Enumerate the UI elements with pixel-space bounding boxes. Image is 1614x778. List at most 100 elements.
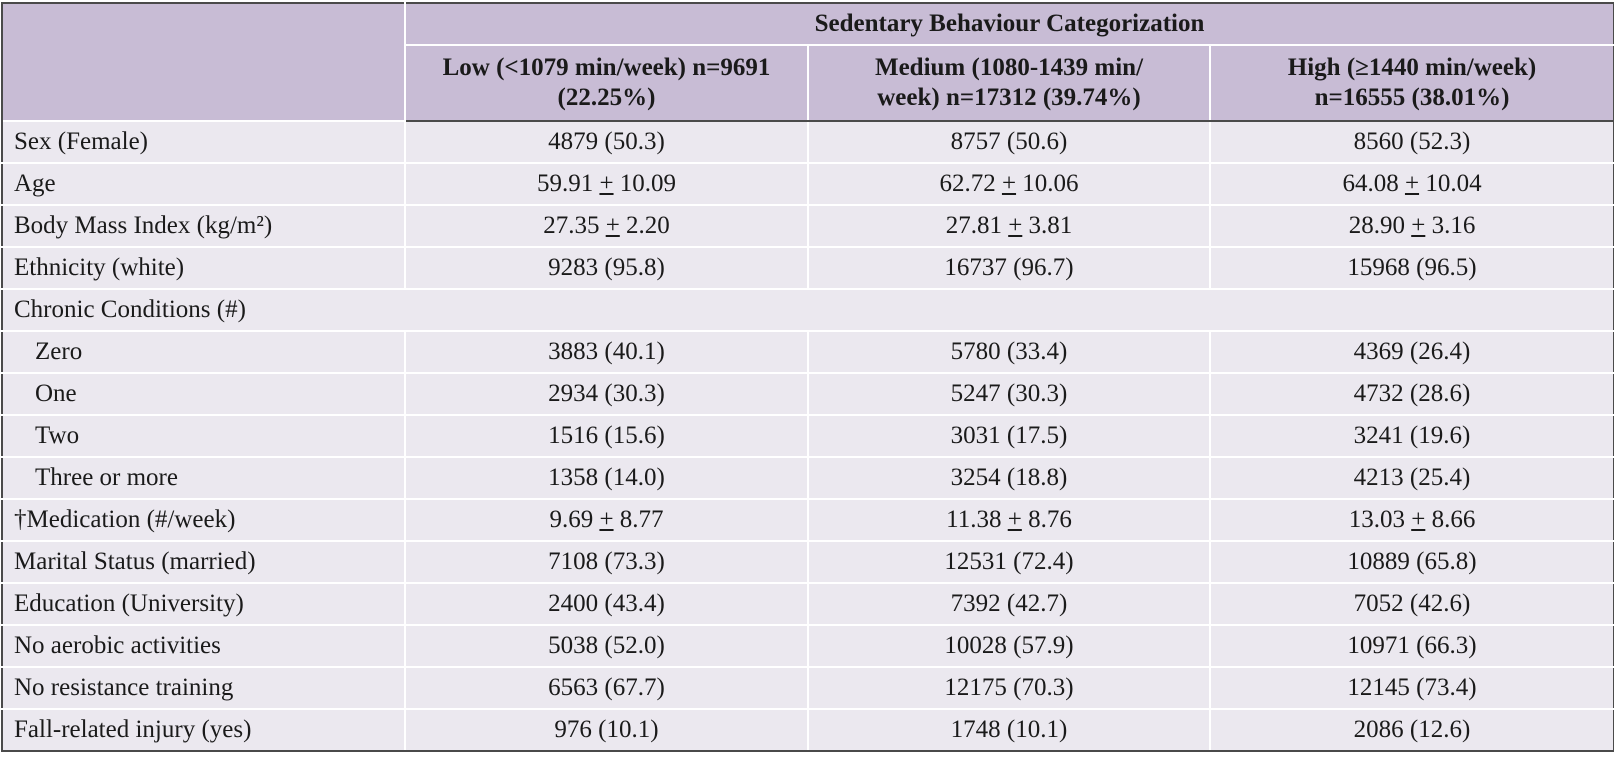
plus-minus-symbol: + <box>1008 212 1023 239</box>
row-label: Age <box>1 162 406 206</box>
cell-medium: 11.38 + 8.76 <box>807 498 1211 542</box>
sd-value: 8.66 <box>1431 506 1476 533</box>
cell-high: 2086 (12.6) <box>1208 708 1614 752</box>
cell-low: 3883 (40.1) <box>404 330 809 374</box>
cell-low: 2934 (30.3) <box>404 372 809 416</box>
plus-minus-symbol: + <box>1411 212 1426 239</box>
cell-medium: 3254 (18.8) <box>807 456 1211 500</box>
row-label: Ethnicity (white) <box>1 246 406 290</box>
row-label: Sex (Female) <box>1 120 406 164</box>
row-label: Marital Status (married) <box>1 540 406 584</box>
table-row: One 2934 (30.3) 5247 (30.3) 4732 (28.6) <box>1 372 1614 416</box>
cell-medium: 8757 (50.6) <box>807 120 1211 164</box>
row-label: One <box>1 372 406 416</box>
table-row: Zero 3883 (40.1) 5780 (33.4) 4369 (26.4) <box>1 330 1614 374</box>
column-header-line2: n=16555 (38.01%) <box>1314 84 1510 111</box>
cell-high: 10971 (66.3) <box>1208 624 1614 668</box>
cell-high: 10889 (65.8) <box>1208 540 1614 584</box>
column-header-high: High (≥1440 min/week) n=16555 (38.01%) <box>1208 44 1614 122</box>
sd-value: 10.06 <box>1022 170 1079 197</box>
cell-low: 27.35 + 2.20 <box>404 204 809 248</box>
cell-medium: 3031 (17.5) <box>807 414 1211 458</box>
cell-medium: 16737 (96.7) <box>807 246 1211 290</box>
table-row: Chronic Conditions (#) <box>1 288 1614 332</box>
plus-minus-symbol: + <box>599 506 614 533</box>
mean-value: 28.90 <box>1348 212 1405 239</box>
plus-minus-symbol: + <box>599 170 614 197</box>
row-label: Body Mass Index (kg/m²) <box>1 204 406 248</box>
cell-medium: 7392 (42.7) <box>807 582 1211 626</box>
mean-value: 64.08 <box>1342 170 1399 197</box>
row-label: Education (University) <box>1 582 406 626</box>
row-label: Fall-related injury (yes) <box>1 708 406 752</box>
column-header-line2: (22.25%) <box>557 84 656 111</box>
row-label: No resistance training <box>1 666 406 710</box>
cell-medium: 10028 (57.9) <box>807 624 1211 668</box>
table-row: †Medication (#/week) 9.69 + 8.77 11.38 + 8… <box>1 498 1614 542</box>
column-header-medium: Medium (1080-1439 min/ week) n=17312 (39… <box>807 44 1211 122</box>
mean-value: 11.38 <box>946 506 1002 533</box>
cell-low: 59.91 + 10.09 <box>404 162 809 206</box>
mean-value: 9.69 <box>549 506 594 533</box>
table-row: Age 59.91 + 10.09 62.72 + 10.06 64.08 + 10.… <box>1 162 1614 206</box>
cell-low: 1358 (14.0) <box>404 456 809 500</box>
table-row: Three or more 1358 (14.0) 3254 (18.8) 4213 … <box>1 456 1614 500</box>
row-label: Chronic Conditions (#) <box>1 288 406 332</box>
cell-low <box>404 288 809 332</box>
cell-medium <box>807 288 1211 332</box>
cell-medium: 12531 (72.4) <box>807 540 1211 584</box>
cell-high: 3241 (19.6) <box>1208 414 1614 458</box>
row-label: Three or more <box>1 456 406 500</box>
cell-medium: 62.72 + 10.06 <box>807 162 1211 206</box>
plus-minus-symbol: + <box>1404 170 1420 197</box>
cell-high: 7052 (42.6) <box>1208 582 1614 626</box>
cell-high: 4213 (25.4) <box>1208 456 1614 500</box>
cell-low: 5038 (52.0) <box>404 624 809 668</box>
row-label: †Medication (#/week) <box>1 498 406 542</box>
row-label: Two <box>1 414 406 458</box>
table-row: Body Mass Index (kg/m²) 27.35 + 2.20 27.81… <box>1 204 1614 248</box>
cell-high: 28.90 + 3.16 <box>1208 204 1614 248</box>
column-header-line1: High (≥1440 min/week) <box>1287 54 1537 81</box>
table-row: No resistance training 6563 (67.7) 12175 (… <box>1 666 1614 710</box>
plus-minus-symbol: + <box>1007 506 1022 533</box>
sd-value: 8.76 <box>1028 506 1072 533</box>
cell-high: 4732 (28.6) <box>1208 372 1614 416</box>
table-body: Sex (Female) 4879 (50.3) 8757 (50.6) 8560 (… <box>1 120 1614 752</box>
table-row: Education (University) 2400 (43.4) 7392 (4… <box>1 582 1614 626</box>
corner-header-cell <box>1 2 406 121</box>
plus-minus-symbol: + <box>1411 506 1426 533</box>
group-header: Sedentary Behaviour Categorization <box>403 2 1614 46</box>
cell-high <box>1208 288 1614 332</box>
table-row: Sex (Female) 4879 (50.3) 8757 (50.6) 8560 (… <box>1 120 1614 164</box>
table-row: No aerobic activities 5038 (52.0) 10028 (5… <box>1 624 1614 668</box>
mean-value: 27.35 <box>543 212 600 239</box>
cell-low: 9.69 + 8.77 <box>404 498 809 542</box>
cell-high: 15968 (96.5) <box>1208 246 1614 290</box>
cell-low: 6563 (67.7) <box>404 666 809 710</box>
cell-low: 9283 (95.8) <box>404 246 809 290</box>
cell-high: 4369 (26.4) <box>1208 330 1614 374</box>
column-header-line1: Medium (1080-1439 min/ <box>874 54 1144 81</box>
cell-medium: 1748 (10.1) <box>807 708 1211 752</box>
plus-minus-symbol: + <box>1001 170 1017 197</box>
cell-low: 2400 (43.4) <box>404 582 809 626</box>
sd-value: 8.77 <box>619 506 664 533</box>
row-label: No aerobic activities <box>1 624 406 668</box>
cell-low: 976 (10.1) <box>404 708 809 752</box>
sd-value: 3.81 <box>1028 212 1073 239</box>
table-row: Marital Status (married) 7108 (73.3) 12531… <box>1 540 1614 584</box>
row-label: Zero <box>1 330 406 374</box>
column-header-line2: week) n=17312 (39.74%) <box>877 84 1141 111</box>
sd-value: 10.04 <box>1425 170 1482 197</box>
sd-value: 3.16 <box>1431 212 1476 239</box>
plus-minus-symbol: + <box>605 212 620 239</box>
cell-medium: 5780 (33.4) <box>807 330 1211 374</box>
cell-high: 64.08 + 10.04 <box>1208 162 1614 206</box>
sedentary-behaviour-table: Sedentary Behaviour Categorization Low (… <box>1 2 1614 752</box>
cell-high: 12145 (73.4) <box>1208 666 1614 710</box>
cell-low: 7108 (73.3) <box>404 540 809 584</box>
table-row: Two 1516 (15.6) 3031 (17.5) 3241 (19.6) <box>1 414 1614 458</box>
cell-high: 13.03 + 8.66 <box>1208 498 1614 542</box>
